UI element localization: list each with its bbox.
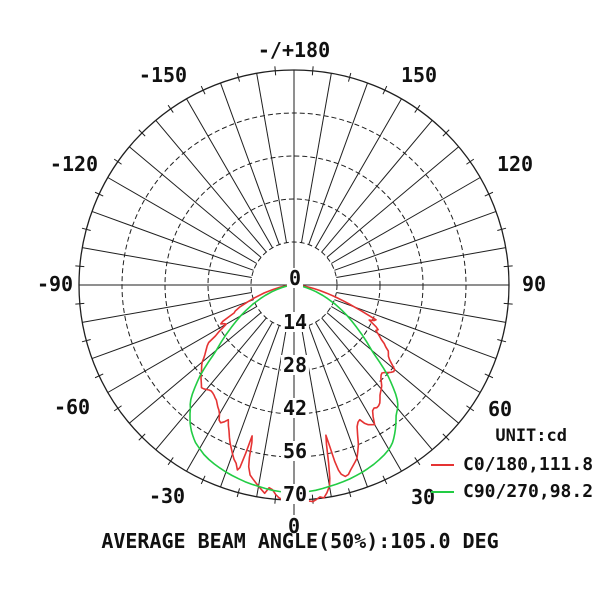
grid-minor-tick bbox=[497, 227, 507, 232]
grid-spoke bbox=[219, 325, 280, 488]
grid-spoke bbox=[308, 82, 369, 245]
grid-spoke bbox=[155, 317, 267, 451]
grid-spoke bbox=[219, 82, 280, 245]
grid-spoke bbox=[107, 306, 258, 393]
legend-entry-c0-180: C0/180,111.8 bbox=[431, 456, 593, 474]
legend-entry-c90-270: C90/270,98.2 bbox=[431, 483, 593, 501]
grid-minor-tick bbox=[382, 475, 388, 485]
grid-spoke bbox=[308, 325, 369, 488]
grid-minor-tick bbox=[138, 433, 146, 441]
grid-minor-tick bbox=[347, 72, 352, 82]
grid-minor-tick bbox=[94, 373, 104, 379]
grid-spoke bbox=[186, 98, 273, 249]
radial-label-70: 70 bbox=[280, 482, 310, 506]
angle-label-neg-120: -120 bbox=[49, 152, 99, 176]
angle-label-60: 60 bbox=[487, 397, 513, 421]
grid-spoke bbox=[155, 119, 267, 253]
grid-spoke bbox=[334, 210, 497, 271]
angle-label-150: 150 bbox=[400, 63, 438, 87]
grid-spoke bbox=[82, 247, 252, 279]
grid-minor-tick bbox=[113, 405, 122, 412]
grid-spoke bbox=[336, 247, 506, 279]
grid-minor-tick bbox=[167, 104, 174, 113]
grid-spoke bbox=[186, 321, 273, 472]
legend-swatch-c90-270-icon bbox=[431, 491, 454, 493]
grid-spoke bbox=[321, 119, 433, 253]
grid-minor-tick bbox=[75, 265, 85, 268]
angle-label-90: 90 bbox=[521, 272, 547, 296]
grid-minor-tick bbox=[442, 433, 450, 441]
grid-minor-tick bbox=[497, 338, 507, 343]
grid-spoke bbox=[326, 312, 460, 424]
radial-label-14: 14 bbox=[280, 310, 310, 334]
grid-minor-tick bbox=[200, 475, 206, 485]
grid-spoke bbox=[326, 146, 460, 258]
grid-minor-tick bbox=[138, 129, 146, 137]
grid-minor-tick bbox=[414, 457, 421, 466]
grid-minor-tick bbox=[81, 227, 91, 232]
grid-minor-tick bbox=[442, 129, 450, 137]
angle-label-neg-60: -60 bbox=[53, 395, 91, 419]
grid-minor-tick bbox=[414, 104, 421, 113]
angle-label-neg-30: -30 bbox=[148, 484, 186, 508]
grid-minor-tick bbox=[113, 158, 122, 165]
legend-swatch-c0-180-icon bbox=[431, 464, 454, 466]
angle-label-0: 0 bbox=[287, 514, 301, 538]
grid-spoke bbox=[334, 299, 497, 360]
grid-minor-tick bbox=[274, 66, 277, 76]
legend-label-c90-270: C90/270,98.2 bbox=[463, 481, 594, 502]
grid-minor-tick bbox=[484, 373, 494, 379]
grid-spoke bbox=[300, 73, 332, 243]
grid-minor-tick bbox=[75, 302, 85, 305]
grid-spoke bbox=[128, 312, 262, 424]
grid-minor-tick bbox=[200, 85, 206, 95]
grid-spoke bbox=[321, 317, 433, 451]
caption-average-beam-angle: AVERAGE BEAM ANGLE(50%):105.0 DEG bbox=[101, 529, 499, 553]
grid-spoke bbox=[330, 306, 481, 393]
grid-minor-tick bbox=[347, 488, 352, 498]
grid-minor-tick bbox=[466, 158, 475, 165]
grid-spoke bbox=[107, 177, 258, 264]
angle-label-180: -/+180 bbox=[257, 38, 331, 62]
angle-label-30: 30 bbox=[410, 485, 436, 509]
legend-label-c0-180: C0/180,111.8 bbox=[463, 454, 594, 475]
grid-minor-tick bbox=[236, 72, 241, 82]
grid-minor-tick bbox=[311, 66, 314, 76]
radial-label-28: 28 bbox=[280, 353, 310, 377]
legend-unit: UNIT:cd bbox=[495, 426, 567, 446]
radial-label-0: 0 bbox=[286, 266, 304, 290]
grid-spoke bbox=[315, 321, 402, 472]
grid-minor-tick bbox=[274, 494, 277, 504]
angle-label-neg-150: -150 bbox=[138, 63, 188, 87]
grid-spoke bbox=[128, 146, 262, 258]
grid-spoke bbox=[330, 177, 481, 264]
grid-minor-tick bbox=[503, 302, 513, 305]
grid-spoke bbox=[315, 98, 402, 249]
grid-minor-tick bbox=[236, 488, 241, 498]
angle-label-neg-90: -90 bbox=[36, 272, 74, 296]
grid-spoke bbox=[91, 299, 254, 360]
radial-label-42: 42 bbox=[280, 396, 310, 420]
grid-minor-tick bbox=[167, 457, 174, 466]
grid-minor-tick bbox=[503, 265, 513, 268]
grid-minor-tick bbox=[466, 405, 475, 412]
grid-minor-tick bbox=[94, 191, 104, 197]
grid-minor-tick bbox=[81, 338, 91, 343]
grid-spoke bbox=[336, 291, 506, 323]
radial-label-56: 56 bbox=[280, 439, 310, 463]
angle-label-120: 120 bbox=[496, 152, 534, 176]
grid-spoke bbox=[91, 210, 254, 271]
grid-minor-tick bbox=[484, 191, 494, 197]
grid-spoke bbox=[82, 291, 252, 323]
grid-spoke bbox=[256, 73, 288, 243]
grid-minor-tick bbox=[382, 85, 388, 95]
